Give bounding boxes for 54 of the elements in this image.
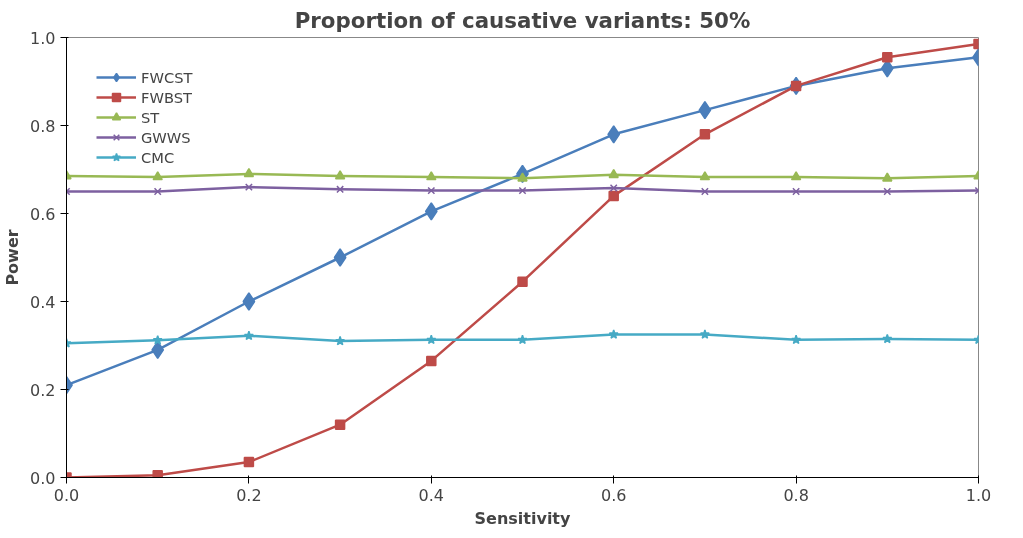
point: [334, 170, 346, 180]
point: [790, 171, 802, 181]
x-axis-title: Sensitivity: [474, 508, 572, 528]
x-tick-label: 0.0: [53, 485, 80, 505]
point: [882, 52, 893, 63]
point: [698, 100, 712, 120]
point: [243, 167, 255, 178]
legend-label: GWWS: [141, 128, 191, 146]
point: [608, 168, 619, 179]
chart-title: Proportion of causative variants: 50%: [294, 7, 751, 33]
point: [333, 248, 347, 267]
x-tick-label: 0.2: [236, 485, 262, 505]
point: [517, 334, 528, 345]
y-tick-label: 0.6: [30, 204, 56, 224]
point: [882, 333, 893, 344]
point: [426, 171, 437, 181]
point: [152, 334, 163, 345]
point: [426, 355, 437, 367]
point: [243, 456, 255, 468]
y-tick-label: 0.0: [30, 468, 56, 488]
point: [244, 183, 253, 192]
point: [334, 419, 346, 430]
point: [608, 329, 619, 339]
x-tick-label: 1.0: [965, 485, 992, 505]
legend-label: CMC: [141, 148, 175, 166]
point: [427, 186, 436, 195]
legend-label: FWBST: [141, 88, 192, 106]
y-tick-label: 0.8: [30, 116, 56, 136]
point: [699, 329, 710, 339]
x-tick-label: 0.6: [600, 485, 627, 505]
x-tick-label: 0.4: [418, 485, 445, 505]
legend-label: FWCST: [141, 68, 193, 86]
point: [517, 276, 528, 287]
point: [699, 129, 711, 140]
point: [243, 330, 254, 341]
legend-label: ST: [141, 108, 161, 126]
point: [426, 334, 437, 345]
point: [151, 340, 165, 360]
x-tick-label: 0.8: [783, 485, 809, 505]
point: [335, 335, 346, 346]
point: [791, 334, 802, 345]
point: [152, 470, 163, 478]
point: [336, 185, 345, 194]
point: [152, 171, 163, 181]
y-tick-label: 0.4: [30, 292, 56, 312]
y-axis-title: Power: [3, 229, 23, 286]
point: [242, 292, 256, 311]
y-tick-label: 0.2: [30, 380, 56, 400]
point: [424, 202, 438, 221]
point: [699, 171, 711, 181]
y-tick-label: 1.0: [30, 28, 56, 48]
point: [608, 190, 619, 202]
point: [607, 125, 621, 144]
point: [882, 172, 893, 182]
